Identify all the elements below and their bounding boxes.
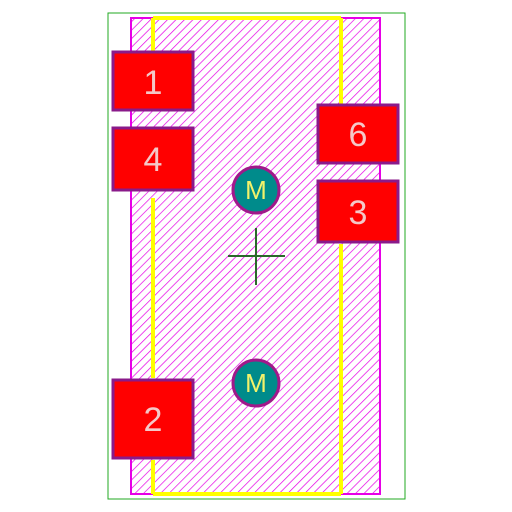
pad-1-label: 1 xyxy=(144,64,163,102)
pad-4[interactable]: 4 xyxy=(111,126,195,192)
origin-crosshair-icon xyxy=(228,228,285,285)
pad-4-label: 4 xyxy=(144,141,163,179)
pad-2[interactable]: 2 xyxy=(111,378,195,460)
pad-3-label: 3 xyxy=(349,194,368,232)
board-outline xyxy=(107,12,406,500)
pad-6[interactable]: 6 xyxy=(316,103,400,165)
mounting-hole-bottom-label: M xyxy=(245,368,267,398)
mounting-hole-bottom[interactable]: M xyxy=(231,358,281,408)
mounting-hole-top-label: M xyxy=(245,175,267,205)
pad-3[interactable]: 3 xyxy=(316,179,400,244)
silkscreen-outline xyxy=(151,16,343,496)
pad-2-label: 2 xyxy=(144,401,163,439)
pad-1[interactable]: 1 xyxy=(111,50,195,112)
pad-6-label: 6 xyxy=(349,116,368,154)
mounting-hole-top[interactable]: M xyxy=(231,165,281,215)
